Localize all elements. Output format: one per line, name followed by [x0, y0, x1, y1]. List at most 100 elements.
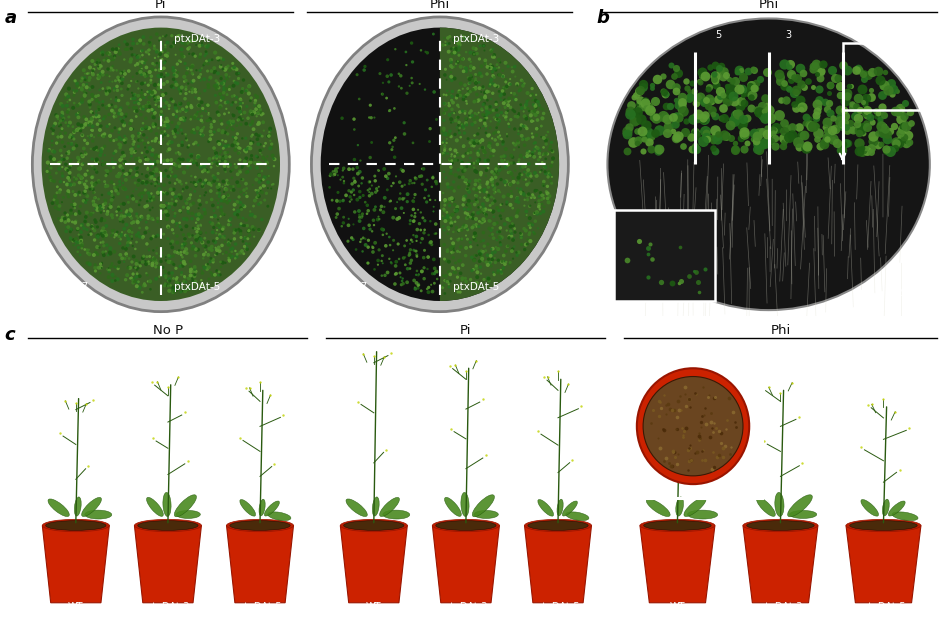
Point: [236, 161, 251, 171]
Point: [728, 422, 744, 432]
Point: [464, 136, 480, 146]
Point: [107, 53, 122, 63]
Point: [820, 104, 835, 114]
Point: [139, 239, 154, 249]
Point: [211, 198, 226, 208]
Point: [324, 195, 340, 205]
Point: [96, 249, 111, 259]
Point: [245, 180, 260, 190]
Point: [523, 171, 538, 181]
Point: [204, 66, 219, 76]
Point: [263, 390, 278, 400]
Point: [154, 55, 169, 64]
Point: [178, 94, 193, 104]
Point: [132, 155, 148, 165]
Point: [517, 160, 532, 170]
Point: [101, 265, 116, 275]
Point: [482, 81, 498, 91]
Point: [251, 140, 266, 149]
Point: [87, 187, 102, 197]
Point: [342, 164, 357, 174]
Point: [87, 164, 102, 174]
Point: [144, 162, 159, 172]
Point: [472, 175, 487, 185]
Point: [125, 275, 140, 285]
Point: [166, 172, 181, 182]
Point: [214, 206, 229, 216]
Point: [256, 126, 272, 136]
Point: [440, 245, 455, 255]
Point: [53, 185, 68, 195]
Point: [880, 134, 895, 144]
Point: [447, 206, 463, 216]
Point: [394, 71, 409, 81]
Point: [184, 65, 199, 75]
Point: [219, 198, 235, 208]
Point: [215, 226, 230, 236]
Point: [52, 157, 67, 167]
Point: [805, 121, 820, 131]
Point: [894, 124, 909, 134]
Point: [169, 175, 184, 185]
Point: [91, 91, 106, 100]
Point: [146, 120, 161, 130]
Point: [527, 208, 542, 218]
Point: [729, 67, 745, 77]
Point: [538, 154, 553, 164]
Point: [111, 75, 126, 85]
Point: [120, 263, 135, 273]
Point: [74, 149, 89, 159]
Point: [383, 196, 398, 206]
Point: [524, 176, 539, 186]
Point: [444, 55, 459, 65]
Point: [825, 64, 840, 74]
Point: [123, 238, 138, 248]
Point: [665, 446, 680, 456]
Point: [136, 130, 151, 140]
Point: [92, 112, 107, 122]
Point: [79, 69, 95, 79]
Point: [174, 239, 189, 249]
Point: [464, 278, 480, 288]
Point: [216, 94, 231, 104]
Point: [197, 166, 212, 175]
Point: [719, 81, 734, 91]
Point: [835, 60, 850, 70]
Point: [527, 106, 542, 116]
Point: [63, 234, 79, 244]
Point: [221, 255, 236, 265]
Point: [153, 73, 168, 82]
Point: [209, 195, 224, 205]
Point: [163, 140, 178, 149]
Point: [136, 93, 151, 103]
Point: [809, 60, 824, 69]
Point: [494, 232, 509, 242]
Point: [749, 105, 764, 115]
Point: [91, 112, 106, 122]
Point: [188, 36, 203, 46]
Point: [174, 250, 189, 260]
Point: [96, 50, 111, 60]
Point: [146, 253, 161, 263]
Point: [181, 285, 196, 295]
Point: [172, 222, 187, 232]
Point: [206, 68, 221, 78]
Point: [124, 206, 139, 216]
Point: [682, 440, 697, 450]
Point: [766, 128, 781, 138]
Point: [76, 151, 91, 161]
Point: [652, 144, 667, 154]
Point: [178, 234, 193, 244]
Point: [126, 38, 141, 48]
Point: [772, 69, 787, 79]
Point: [490, 99, 505, 109]
Point: [253, 105, 268, 115]
Point: [482, 274, 497, 284]
Point: [733, 95, 748, 105]
Point: [381, 169, 396, 179]
Point: [53, 177, 68, 187]
Point: [479, 110, 494, 120]
Point: [478, 91, 493, 100]
Point: [43, 161, 58, 171]
Point: [141, 45, 156, 55]
